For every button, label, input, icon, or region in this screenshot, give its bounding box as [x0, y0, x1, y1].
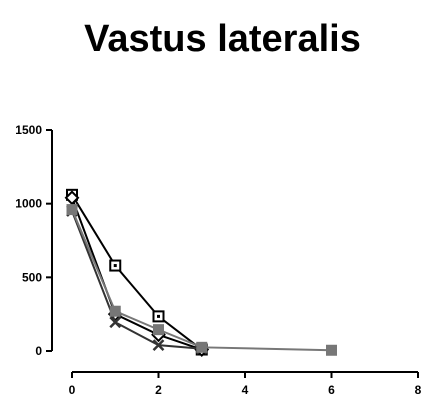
x-tick-label: 8	[415, 383, 422, 397]
y-tick-label: 1000	[15, 197, 42, 211]
series-line	[71, 210, 202, 350]
series-1	[64, 190, 210, 357]
x-tick-label: 0	[69, 383, 76, 397]
data-point	[109, 316, 122, 329]
data-point	[66, 204, 78, 216]
series-3	[66, 204, 337, 356]
data-point-center	[113, 264, 117, 268]
x-tick-label: 4	[242, 383, 249, 397]
data-point	[152, 339, 165, 351]
data-point	[109, 305, 121, 317]
data-point	[326, 344, 337, 356]
series-line	[71, 197, 203, 351]
y-tick-label: 500	[22, 270, 42, 284]
series-line	[71, 209, 332, 352]
data-point	[153, 324, 164, 336]
series-2	[66, 205, 208, 355]
x-tick-label: 6	[328, 383, 335, 397]
x-tick-label: 2	[155, 383, 162, 397]
y-tick-label: 1500	[15, 123, 42, 137]
y-tick-label: 0	[35, 344, 42, 358]
series-layer	[64, 188, 337, 357]
data-point	[196, 341, 208, 353]
chart-axes: 0 500 1000 1500 0 2 4 6 8	[15, 123, 421, 397]
data-point-center	[157, 314, 160, 318]
chart-title: Vastus lateralis	[84, 18, 361, 60]
data-point	[64, 190, 80, 206]
series-0	[66, 188, 208, 356]
series-line	[71, 194, 203, 351]
